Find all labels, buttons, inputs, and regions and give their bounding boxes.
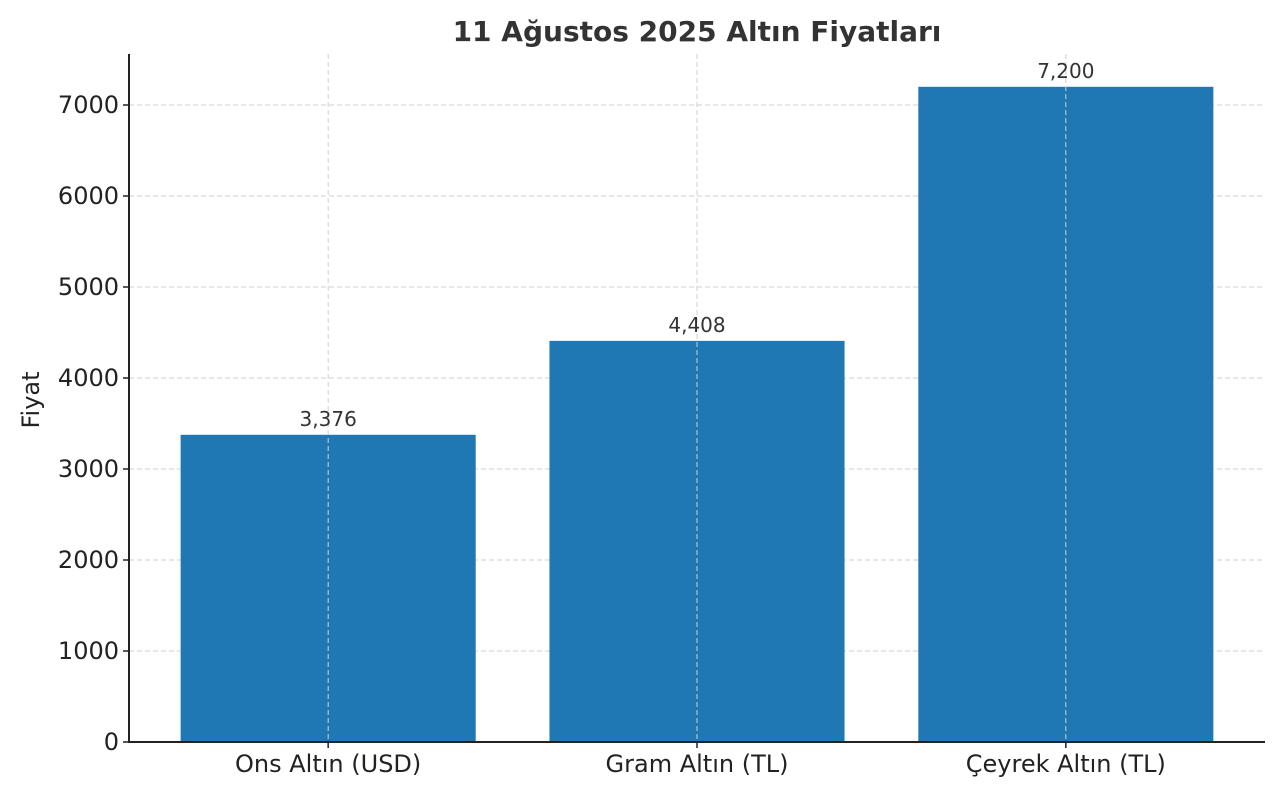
y-tick-label: 1000 [58,637,119,665]
y-tick-label: 4000 [58,364,119,392]
data-label: 4,408 [668,313,725,337]
y-tick-label: 5000 [58,273,119,301]
y-tick-label: 0 [104,728,119,756]
tick-labels: 0 1000 2000 3000 4000 5000 6000 7000 Ons Altın (… [58,91,1166,778]
x-tick-label: Çeyrek Altın (TL) [966,750,1166,778]
vertical-gridlines [327,54,1067,742]
y-tick-label: 3000 [58,455,119,483]
data-label: 3,376 [300,407,357,431]
y-axis-label: Fiyat [17,371,45,428]
y-tick-label: 6000 [58,182,119,210]
x-tick-label: Gram Altın (TL) [606,750,789,778]
y-tick-label: 7000 [58,91,119,119]
chart-title: 11 Ağustos 2025 Altın Fiyatları [453,15,942,48]
x-tick-label: Ons Altın (USD) [235,750,421,778]
y-tick-label: 2000 [58,546,119,574]
data-label: 7,200 [1037,59,1094,83]
data-labels: 3,376 4,408 7,200 [300,59,1095,431]
